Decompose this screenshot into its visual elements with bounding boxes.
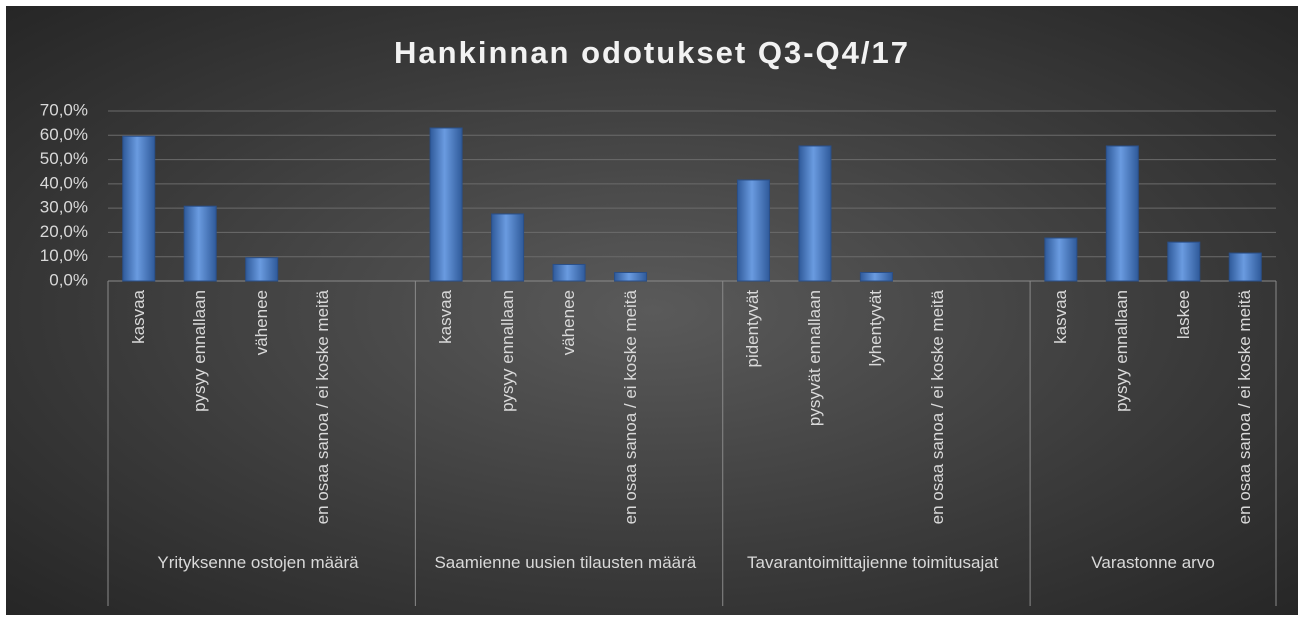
- bar: [736, 179, 770, 282]
- bar: [798, 145, 832, 282]
- chart-title: Hankinnan odotukset Q3-Q4/17: [394, 35, 910, 70]
- x-tick-label: pysyy ennallaan: [497, 290, 517, 412]
- x-tick-label: kasvaa: [436, 290, 456, 344]
- bar: [1167, 241, 1201, 282]
- x-tick-label: kasvaa: [1050, 290, 1070, 344]
- x-tick-label: en osaa sanoa / ei koske meitä: [1235, 290, 1255, 525]
- x-tick-label: lyhentyvät: [866, 290, 886, 367]
- bar: [491, 213, 525, 282]
- x-tick-label: pysyy ennallaan: [190, 290, 210, 412]
- y-tick-label: 10,0%: [40, 246, 88, 265]
- group-label: Tavarantoimittajienne toimitusajat: [747, 553, 999, 572]
- y-tick-label: 0,0%: [49, 270, 88, 289]
- x-tick-label: kasvaa: [128, 290, 148, 344]
- x-tick-label: pysyvät ennallaan: [804, 290, 824, 427]
- y-tick-label: 70,0%: [40, 100, 88, 119]
- x-tick-label: en osaa sanoa / ei koske meitä: [620, 290, 640, 525]
- bar: [552, 263, 586, 282]
- y-tick-label: 30,0%: [40, 198, 88, 217]
- group-label: Saamienne uusien tilausten määrä: [434, 553, 697, 572]
- x-tick-label: laskee: [1173, 290, 1193, 340]
- group-label: Varastonne arvo: [1091, 553, 1215, 572]
- group-label: Yrityksenne ostojen määrä: [157, 553, 359, 572]
- y-tick-label: 60,0%: [40, 125, 88, 144]
- bar: [1044, 237, 1078, 282]
- x-tick-label: en osaa sanoa / ei koske meitä: [313, 290, 333, 525]
- chart-background: [6, 6, 1298, 615]
- y-tick-label: 40,0%: [40, 173, 88, 192]
- x-tick-label: vähenee: [559, 290, 579, 356]
- bar: [429, 127, 463, 282]
- x-tick-label: en osaa sanoa / ei koske meitä: [927, 290, 947, 525]
- bar: [183, 205, 217, 282]
- bar: [245, 257, 279, 282]
- x-tick-label: pidentyvät: [743, 290, 763, 368]
- x-tick-label: pysyy ennallaan: [1112, 290, 1132, 412]
- bar: [1105, 145, 1139, 282]
- x-tick-label: vähenee: [251, 290, 271, 356]
- y-tick-label: 50,0%: [40, 149, 88, 168]
- bar: [859, 272, 893, 282]
- bar: [122, 135, 156, 282]
- y-tick-label: 20,0%: [40, 222, 88, 241]
- bar: [614, 272, 648, 282]
- bar: [1228, 252, 1262, 282]
